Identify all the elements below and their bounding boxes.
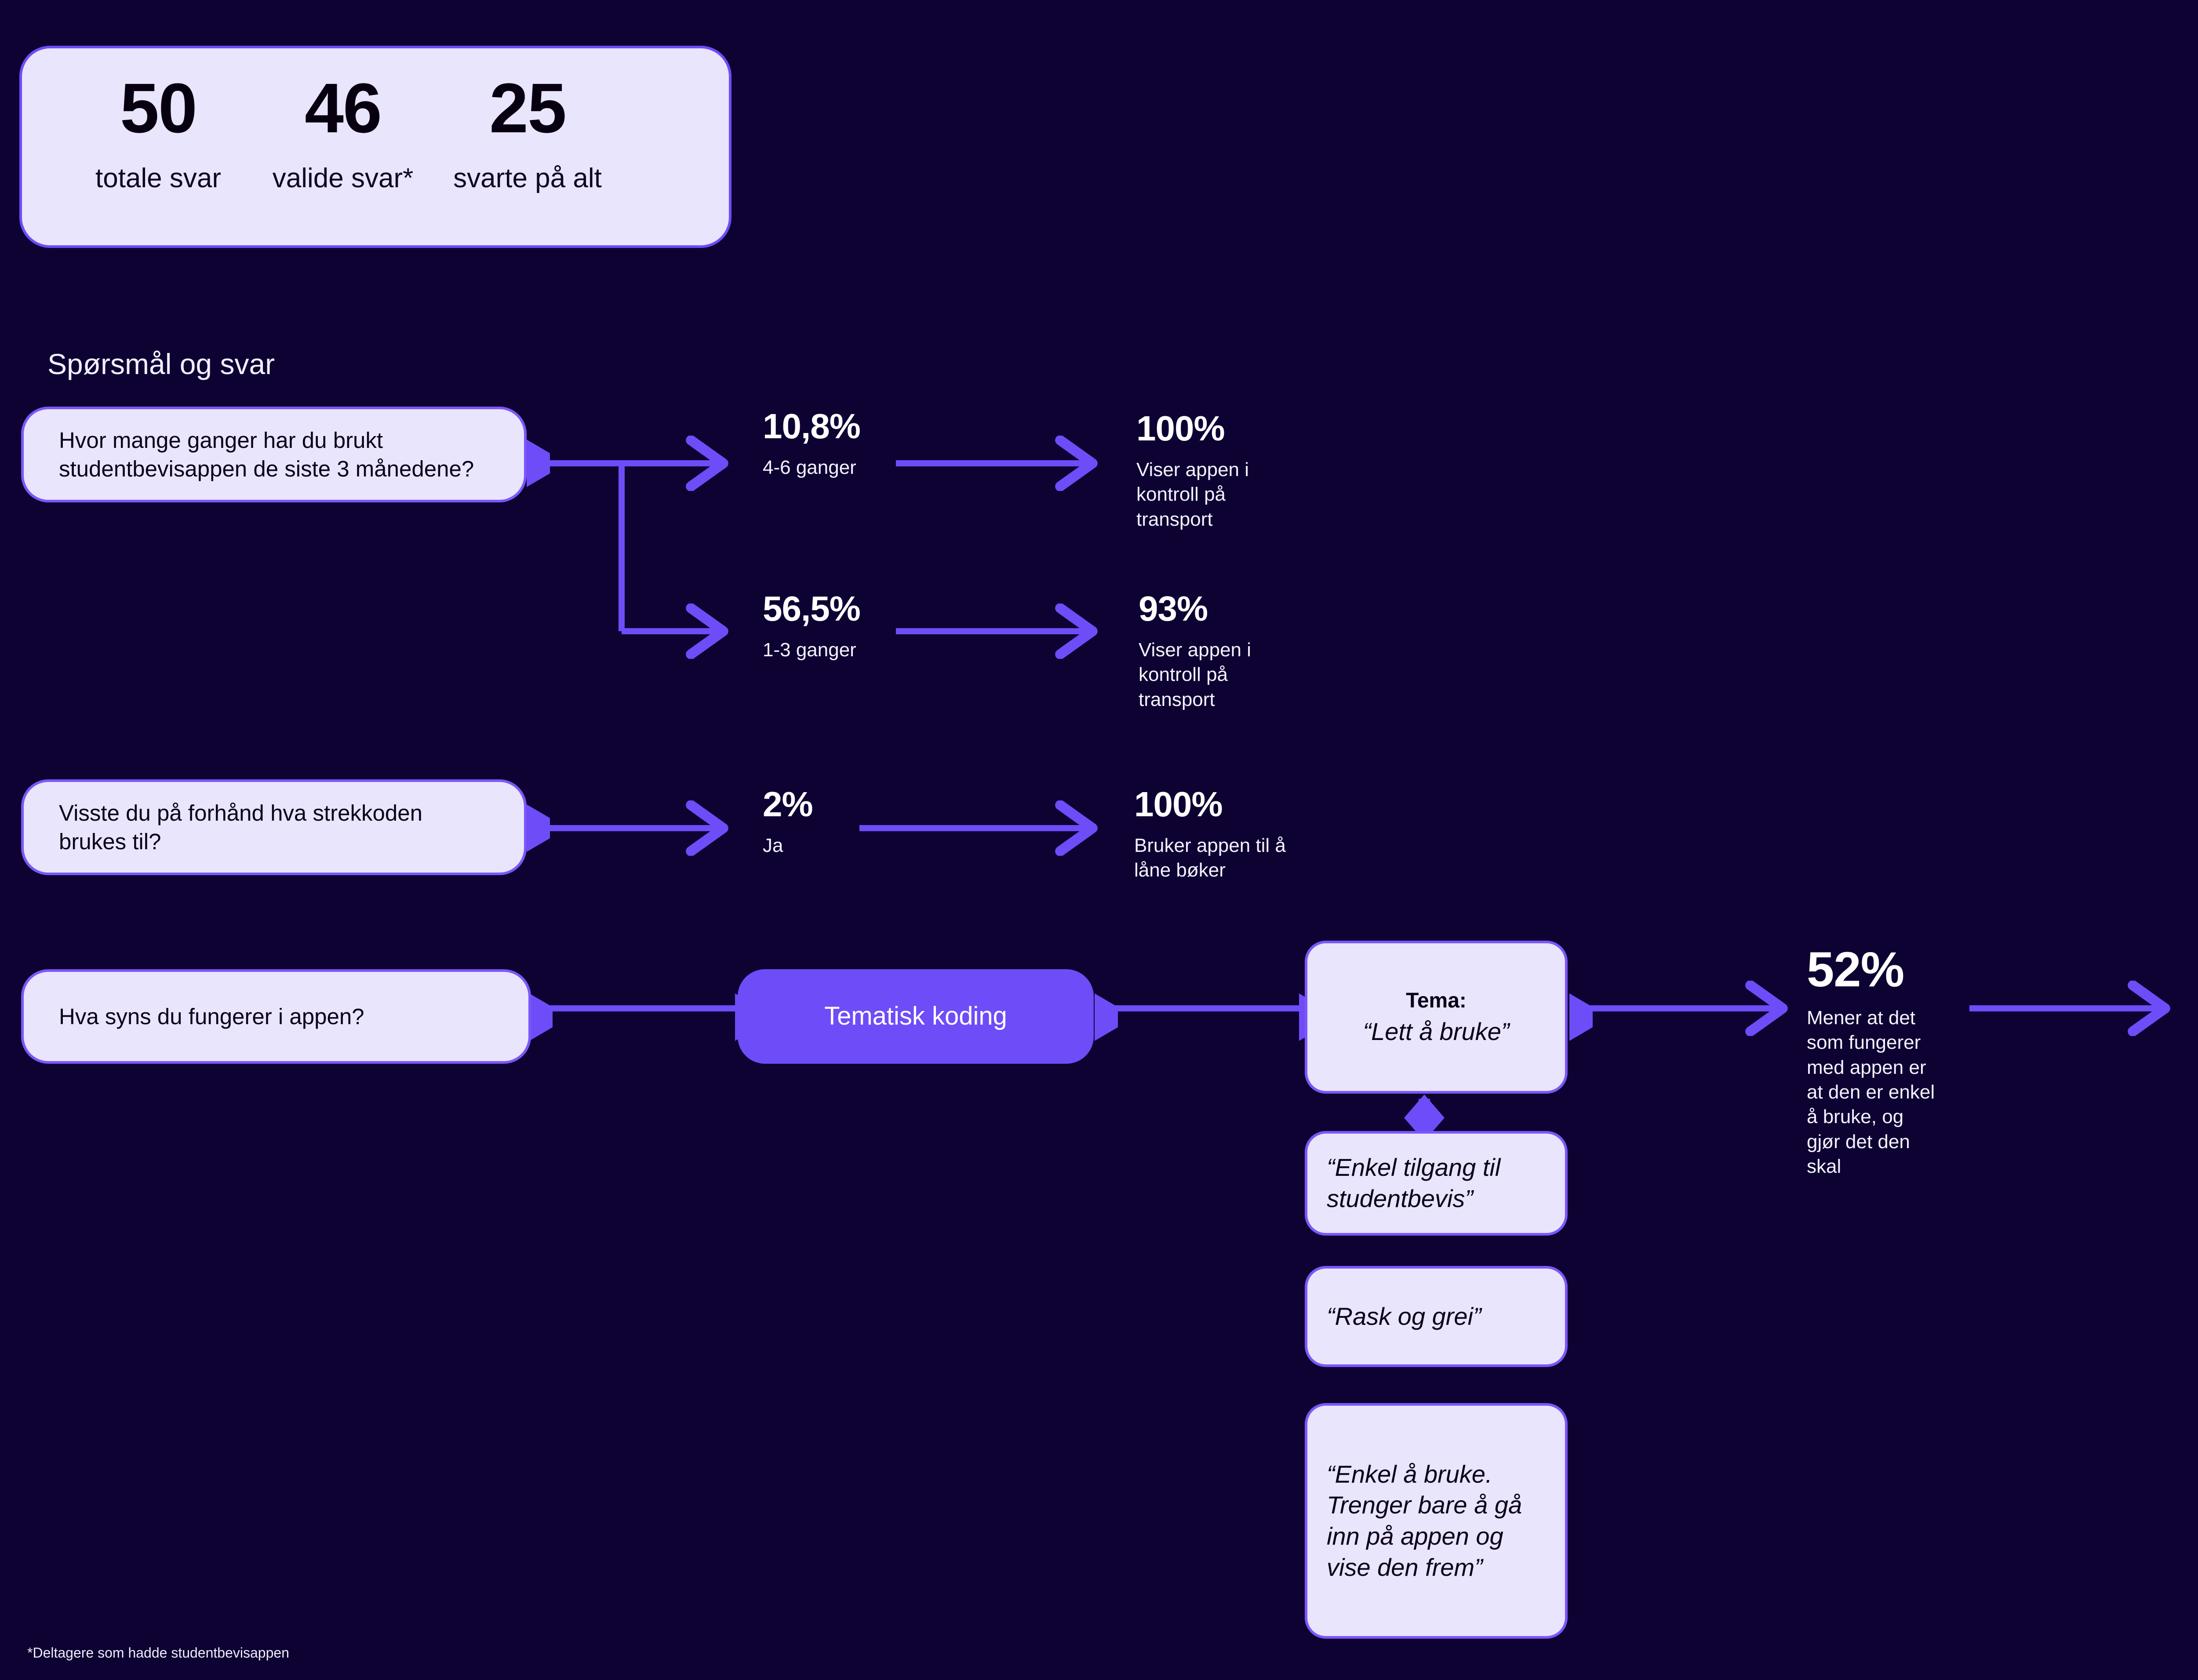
outcome-caption: Mener at det som fungerer med appen er a… xyxy=(1807,1007,1935,1177)
stat-value: 46 xyxy=(305,69,382,147)
outcome-value: 52% xyxy=(1807,942,1904,997)
theme-card-title: “Lett å bruke” xyxy=(1363,1018,1510,1046)
outcome-value: 100% xyxy=(1136,409,1225,448)
answer-label: Ja xyxy=(763,835,783,856)
stat-label: svarte på alt xyxy=(453,163,602,193)
stat-label: valide svar* xyxy=(272,163,414,193)
outcome-block-transport-100: 100% Viser appen i kontroll på transport xyxy=(1136,411,1268,532)
outcome-block-laane-boker: 100% Bruker appen til å låne bøker xyxy=(1134,787,1319,883)
stat-value: 25 xyxy=(489,69,567,147)
quote-text: “Enkel å bruke. Trenger bare å gå inn på… xyxy=(1327,1460,1522,1581)
process-label: Tematisk koding xyxy=(824,1002,1007,1031)
quote-card-rask-og-grei[interactable]: “Rask og grei” xyxy=(1305,1266,1568,1367)
outcome-caption: Viser appen i kontroll på transport xyxy=(1136,459,1249,530)
section-title: Spørsmål og svar xyxy=(47,348,275,380)
outcome-block-enkel-a-bruke-52: 52% Mener at det som fungerer med appen … xyxy=(1807,945,1939,1179)
answer-value: 10,8% xyxy=(763,407,861,446)
quote-text: “Enkel tilgang til studentbevis” xyxy=(1327,1153,1501,1212)
stat-label: totale svar xyxy=(95,163,222,193)
outcome-block-transport-93: 93% Viser appen i kontroll på transport xyxy=(1139,591,1270,712)
question-text: Hvor mange ganger har du brukt studentbe… xyxy=(59,427,474,481)
answer-value: 56,5% xyxy=(763,589,861,628)
answer-value: 2% xyxy=(763,785,813,824)
quote-text: “Rask og grei” xyxy=(1327,1302,1481,1330)
answer-block-1-3-ganger: 56,5% 1-3 ganger xyxy=(763,591,895,662)
outcome-value: 93% xyxy=(1139,589,1208,628)
answer-block-ja: 2% Ja xyxy=(763,787,895,858)
footnote: *Deltagere som hadde studentbevisappen xyxy=(27,1645,289,1661)
stat-value: 50 xyxy=(120,69,197,147)
theme-card-kicker: Tema: xyxy=(1406,989,1467,1012)
question-text: Visste du på forhånd hva strekkoden bruk… xyxy=(59,800,422,854)
stat-complete: 25 svarte på alt xyxy=(435,73,620,194)
question-pill-what-works[interactable]: Hva syns du fungerer i appen? xyxy=(21,969,531,1064)
answer-label: 4-6 ganger xyxy=(763,457,856,478)
question-pill-usage-frequency[interactable]: Hvor mange ganger har du brukt studentbe… xyxy=(21,407,527,502)
quote-card-enkel-a-bruke[interactable]: “Enkel å bruke. Trenger bare å gå inn på… xyxy=(1305,1403,1568,1639)
process-pill-thematic-coding[interactable]: Tematisk koding xyxy=(738,969,1094,1064)
answer-label: 1-3 ganger xyxy=(763,639,856,661)
question-text: Hva syns du fungerer i appen? xyxy=(59,1004,364,1029)
stat-total: 50 totale svar xyxy=(66,73,251,194)
summary-stat-card: 50 totale svar 46 valide svar* 25 svarte… xyxy=(19,46,731,248)
question-pill-barcode-knowledge[interactable]: Visste du på forhånd hva strekkoden bruk… xyxy=(21,779,527,875)
outcome-caption: Bruker appen til å låne bøker xyxy=(1134,835,1286,881)
answer-block-4-6-ganger: 10,8% 4-6 ganger xyxy=(763,409,895,480)
theme-card-lett-a-bruke[interactable]: Tema: “Lett å bruke” xyxy=(1305,941,1568,1094)
outcome-caption: Viser appen i kontroll på transport xyxy=(1139,639,1252,710)
outcome-value: 100% xyxy=(1134,785,1223,824)
quote-card-enkel-tilgang[interactable]: “Enkel tilgang til studentbevis” xyxy=(1305,1131,1568,1236)
stat-valid: 46 valide svar* xyxy=(251,73,435,194)
